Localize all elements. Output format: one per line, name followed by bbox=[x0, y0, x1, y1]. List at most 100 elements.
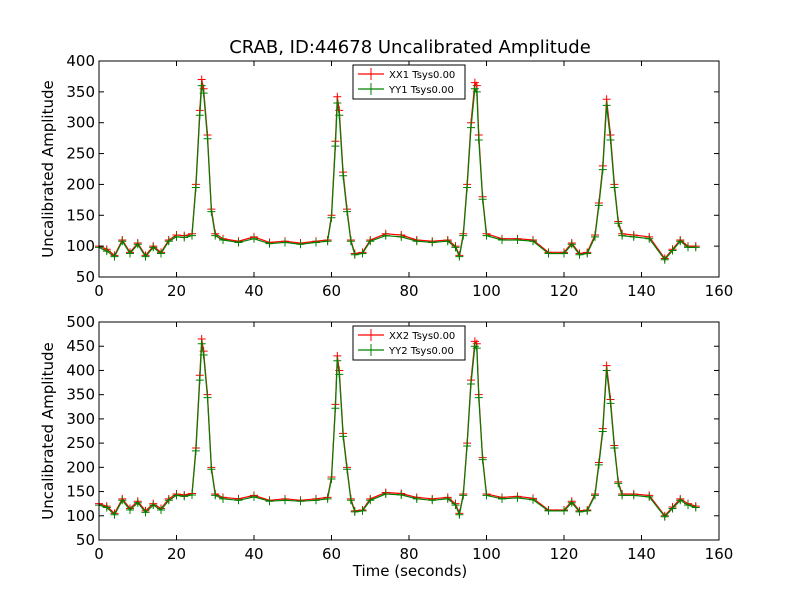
data-point-0-1-15 bbox=[197, 81, 206, 90]
x-tick-label: 80 bbox=[399, 545, 418, 563]
data-point-0-1-10 bbox=[172, 232, 181, 241]
data-point-1-1-73 bbox=[676, 496, 685, 505]
series-line-1-1 bbox=[98, 343, 696, 518]
x-tick-label: 0 bbox=[94, 282, 104, 300]
panel-top: 0 20 40 60 80 100 120 140 160 50 100 150 200 250 300 35… bbox=[39, 52, 733, 300]
data-point-0-1-19 bbox=[211, 231, 220, 240]
data-point-0-1-7 bbox=[149, 243, 158, 252]
data-point-1-1-39 bbox=[397, 490, 406, 499]
data-point-1-1-61 bbox=[591, 491, 599, 500]
data-point-0-1-50 bbox=[474, 135, 483, 144]
data-point-1-1-63 bbox=[598, 427, 607, 436]
data-point-1-1-33 bbox=[343, 465, 351, 474]
data-point-0-1-40 bbox=[412, 237, 421, 246]
data-point-0-1-71 bbox=[660, 255, 669, 264]
data-point-0-1-72 bbox=[668, 246, 677, 255]
data-point-1-1-13 bbox=[191, 446, 200, 455]
data-point-0-1-4 bbox=[126, 249, 134, 258]
data-point-0-1-12 bbox=[188, 231, 196, 240]
xlabel: Time (seconds) bbox=[352, 562, 468, 580]
data-point-1-1-25 bbox=[296, 497, 305, 506]
data-point-1-1-55 bbox=[529, 495, 537, 504]
data-point-0-1-16 bbox=[199, 89, 208, 98]
ylabel-bottom: Uncalibrated Amplitude bbox=[39, 342, 57, 519]
data-point-1-1-28 bbox=[327, 474, 336, 483]
ylabel-top: Uncalibrated Amplitude bbox=[39, 80, 57, 257]
y-tick-label: 150 bbox=[66, 483, 95, 501]
data-point-1-1-40 bbox=[412, 494, 421, 503]
data-point-0-1-55 bbox=[529, 237, 537, 246]
data-point-1-1-74 bbox=[684, 501, 692, 510]
data-point-0-1-1 bbox=[102, 247, 111, 256]
data-point-1-1-66 bbox=[610, 443, 619, 452]
data-point-0-1-24 bbox=[281, 238, 289, 247]
data-point-1-1-1 bbox=[102, 503, 111, 512]
data-point-1-1-9 bbox=[164, 496, 173, 505]
legend-label-yy1: YY1 Tsys0.00 bbox=[388, 85, 454, 96]
data-point-0-1-35 bbox=[350, 250, 359, 259]
data-point-1-1-48 bbox=[470, 342, 479, 351]
legend-label-xx1: XX1 Tsys0.00 bbox=[389, 70, 455, 81]
data-point-1-1-69 bbox=[629, 491, 638, 500]
data-point-0-1-58 bbox=[567, 240, 576, 249]
x-tick-label: 100 bbox=[472, 545, 501, 563]
y-tick-label: 150 bbox=[66, 206, 95, 224]
x-tick-label: 160 bbox=[705, 282, 734, 300]
y-tick-label: 50 bbox=[76, 531, 95, 549]
data-point-0-1-49 bbox=[472, 87, 481, 96]
data-point-1-1-60 bbox=[583, 506, 592, 515]
data-point-0-1-18 bbox=[207, 207, 216, 216]
data-point-0-1-37 bbox=[366, 237, 375, 246]
y-tick-label: 100 bbox=[66, 237, 95, 255]
plot-area-bottom bbox=[95, 334, 700, 521]
data-point-0-1-14 bbox=[195, 111, 204, 120]
data-point-1-1-10 bbox=[172, 491, 181, 500]
data-point-0-1-3 bbox=[118, 237, 127, 246]
data-point-0-1-64 bbox=[602, 101, 611, 110]
data-point-1-1-21 bbox=[234, 496, 243, 505]
data-point-1-1-11 bbox=[180, 492, 189, 501]
data-point-0-1-5 bbox=[133, 240, 142, 249]
data-point-1-1-35 bbox=[350, 507, 359, 516]
data-point-0-1-61 bbox=[591, 232, 599, 241]
legend-label-xx2: XX2 Tsys0.00 bbox=[389, 331, 455, 342]
x-tick-label: 100 bbox=[472, 282, 501, 300]
x-tick-label: 40 bbox=[244, 282, 263, 300]
data-point-1-1-20 bbox=[219, 494, 227, 503]
data-point-1-1-8 bbox=[157, 505, 165, 514]
x-tick-label: 20 bbox=[167, 545, 186, 563]
data-point-1-1-5 bbox=[133, 498, 142, 507]
data-point-1-1-32 bbox=[339, 432, 348, 441]
data-point-1-1-43 bbox=[451, 501, 460, 510]
x-tick-label: 0 bbox=[94, 545, 104, 563]
x-tick-label: 160 bbox=[705, 545, 734, 563]
data-point-0-1-53 bbox=[498, 235, 506, 244]
data-point-0-1-36 bbox=[358, 249, 367, 258]
data-point-1-1-37 bbox=[366, 496, 375, 505]
data-point-1-1-26 bbox=[312, 496, 320, 505]
x-tick-label: 120 bbox=[550, 282, 579, 300]
data-point-1-1-4 bbox=[126, 505, 134, 514]
data-point-1-1-15 bbox=[197, 339, 206, 348]
data-point-0-1-74 bbox=[684, 243, 692, 252]
data-point-0-1-8 bbox=[157, 249, 165, 258]
data-point-0-1-9 bbox=[164, 237, 173, 246]
y-tick-label: 200 bbox=[66, 175, 95, 193]
data-point-0-1-27 bbox=[323, 237, 332, 246]
x-tick-label: 140 bbox=[627, 282, 656, 300]
y-tick-label: 500 bbox=[66, 313, 95, 331]
data-point-1-1-52 bbox=[482, 491, 491, 500]
y-tick-label: 350 bbox=[66, 83, 95, 101]
data-point-1-1-12 bbox=[188, 490, 196, 499]
data-point-1-1-53 bbox=[498, 494, 506, 503]
data-point-1-1-7 bbox=[149, 501, 158, 510]
data-point-1-1-31 bbox=[335, 370, 344, 379]
plot-area-top bbox=[95, 75, 700, 264]
data-point-1-1-41 bbox=[428, 496, 437, 505]
data-point-0-1-25 bbox=[296, 240, 305, 249]
data-point-1-1-16 bbox=[199, 350, 208, 359]
x-tick-label: 60 bbox=[322, 282, 341, 300]
data-point-1-1-49 bbox=[472, 344, 481, 353]
data-point-0-1-54 bbox=[513, 235, 522, 244]
